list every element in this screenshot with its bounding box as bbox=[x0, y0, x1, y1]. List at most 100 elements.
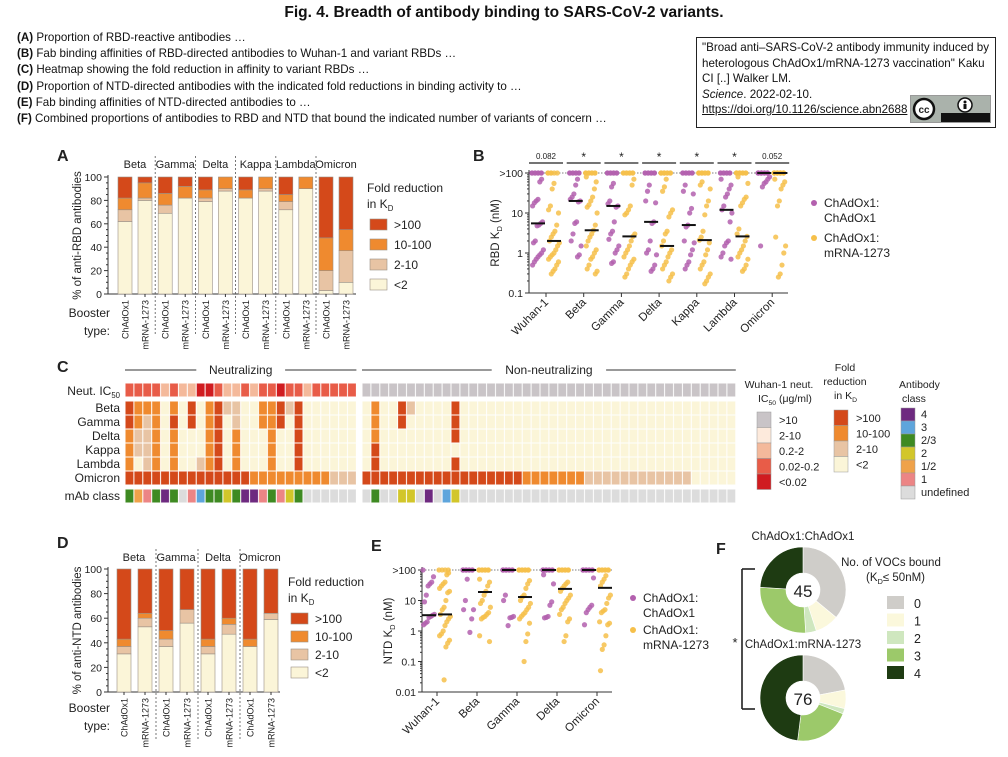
class-cell-undefined bbox=[504, 489, 514, 503]
fold-cell-<2 bbox=[347, 401, 357, 415]
data-point-mrna1273 bbox=[707, 186, 713, 192]
fold-cell-2-10 bbox=[285, 401, 295, 415]
fold-cell-<2 bbox=[397, 457, 407, 471]
data-point-mrna1273 bbox=[623, 250, 629, 256]
booster-type-label: mRNA-1273 bbox=[225, 698, 235, 748]
data-point-mrna1273 bbox=[745, 180, 751, 186]
ic50-cell-0.2-2 bbox=[231, 383, 241, 397]
data-point-mrna1273 bbox=[525, 581, 531, 587]
fold-cell-<2 bbox=[240, 443, 250, 457]
ic50-cell->10 bbox=[504, 383, 514, 397]
ic50-cell->10 bbox=[575, 383, 585, 397]
bar-segment-2-10 bbox=[158, 638, 174, 647]
class-cell-undefined bbox=[620, 489, 629, 503]
data-point-chadox1 bbox=[576, 170, 582, 176]
data-point-mrna1273 bbox=[485, 583, 491, 589]
class-cell-undefined bbox=[311, 489, 321, 503]
fold-cell-10-100 bbox=[294, 471, 303, 485]
data-point-mrna1273 bbox=[772, 176, 778, 182]
fold-cell-<2 bbox=[329, 429, 339, 443]
data-point-mrna1273 bbox=[477, 633, 483, 639]
fold-cell-<2 bbox=[682, 415, 692, 429]
ic50-cell-0.02-0.2 bbox=[285, 383, 295, 397]
bar-segment->100 bbox=[157, 176, 173, 194]
fold-cell-<2 bbox=[531, 457, 540, 471]
class-cell-undefined bbox=[566, 489, 576, 503]
ic50-legend-label: 0.02-0.2 bbox=[779, 462, 819, 474]
data-point-mrna1273 bbox=[585, 238, 591, 244]
fold-cell-<2 bbox=[338, 457, 348, 471]
fold-cell-<2 bbox=[311, 401, 321, 415]
fold-cell-<2 bbox=[311, 457, 321, 471]
y-tick-label: 100 bbox=[84, 564, 102, 576]
fold-cell-<2 bbox=[329, 401, 339, 415]
data-point-chadox1 bbox=[729, 210, 735, 216]
booster-type-label: mRNA-1273 bbox=[181, 300, 191, 350]
ic50-cell->10 bbox=[700, 383, 709, 397]
fold-cell-<2 bbox=[178, 443, 188, 457]
bar-segment-<2 bbox=[338, 281, 354, 295]
data-point-mrna1273 bbox=[606, 595, 612, 601]
data-point-mrna1273 bbox=[592, 271, 598, 277]
bar-segment-<2 bbox=[179, 622, 195, 693]
fold-cell-<2 bbox=[655, 457, 665, 471]
fold-cell-<2 bbox=[726, 401, 736, 415]
data-point-chadox1 bbox=[530, 203, 536, 209]
fold-cell-<2 bbox=[459, 401, 469, 415]
fold-cell-<2 bbox=[303, 457, 312, 471]
fold-cell-<2 bbox=[486, 415, 496, 429]
fold-cell-<2 bbox=[504, 401, 514, 415]
data-point-mrna1273 bbox=[593, 179, 599, 185]
bar-segment->100 bbox=[238, 176, 253, 191]
fold-cell-<2 bbox=[486, 401, 496, 415]
fold-cell-2-10 bbox=[338, 471, 348, 485]
category-label: Delta bbox=[637, 296, 665, 324]
data-point-mrna1273 bbox=[667, 250, 673, 256]
fold-cell->100 bbox=[125, 401, 134, 415]
fold-cell-<2 bbox=[673, 415, 683, 429]
fold-cell->100 bbox=[169, 415, 179, 429]
figure-caption: (A) Proportion of RBD-reactive antibodie… bbox=[17, 30, 607, 127]
fold-cell-10-100 bbox=[267, 401, 277, 415]
fold-cell-2-10 bbox=[655, 471, 665, 485]
caption-text: Fab binding affinities of RBD-directed a… bbox=[33, 47, 457, 61]
class-cell-undefined bbox=[495, 489, 505, 503]
fold-cell-<2 bbox=[513, 443, 523, 457]
data-point-mrna1273 bbox=[583, 243, 589, 249]
data-point-mrna1273 bbox=[700, 228, 706, 234]
ic50-cell->10 bbox=[388, 383, 398, 397]
row-label-kappa: Kappa bbox=[85, 443, 120, 457]
class-cell-2/3 bbox=[151, 489, 161, 503]
fold-cell-10-100 bbox=[125, 429, 134, 443]
ic50-cell->10 bbox=[673, 383, 683, 397]
ic50-cell->10 bbox=[370, 383, 380, 397]
fold-cell-10-100 bbox=[205, 457, 214, 471]
legend-label: 10-100 bbox=[394, 238, 432, 252]
y-axis-label: % of anti-RBD antibodies bbox=[72, 171, 84, 300]
data-point-chadox1 bbox=[530, 262, 536, 268]
fold-cell->100 bbox=[486, 471, 496, 485]
doi-link[interactable]: https://doi.org/10.1126/science.abn2688 bbox=[702, 103, 908, 116]
fold-cell-<2 bbox=[682, 457, 692, 471]
fold-cell-<2 bbox=[522, 457, 531, 471]
data-point-mrna1273 bbox=[630, 170, 636, 176]
fold-cell-10-100 bbox=[205, 415, 214, 429]
fold-cell->100 bbox=[370, 471, 380, 485]
fold-cell-<2 bbox=[468, 429, 478, 443]
data-point-mrna1273 bbox=[734, 231, 740, 237]
data-point-mrna1273 bbox=[594, 210, 600, 216]
fold-cell->100 bbox=[370, 457, 380, 471]
fold-cell-<2 bbox=[160, 401, 170, 415]
pie-legend-label: 4 bbox=[914, 667, 921, 681]
fold-cell-10-100 bbox=[151, 443, 161, 457]
data-point-chadox1 bbox=[728, 256, 734, 262]
fold-cell-<2 bbox=[540, 457, 549, 471]
data-point-mrna1273 bbox=[705, 170, 711, 176]
class-cell-undefined bbox=[477, 489, 487, 503]
fold-cell-<2 bbox=[303, 415, 312, 429]
pie-slice-0 bbox=[802, 654, 846, 696]
class-cell-undefined bbox=[611, 489, 620, 503]
fold-cell-<2 bbox=[629, 443, 638, 457]
ic50-cell->10 bbox=[691, 383, 701, 397]
heatmap-group-label: Non-neutralizing bbox=[505, 363, 592, 377]
